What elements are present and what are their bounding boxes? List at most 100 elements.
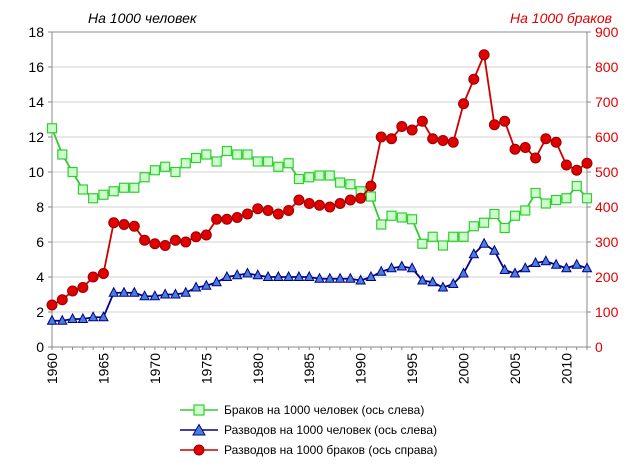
- data-point-square: [448, 231, 459, 242]
- left-tick-label: 14: [28, 94, 44, 110]
- right-axis-unit-label: На 1000 браков: [510, 10, 612, 26]
- data-point-square: [108, 186, 119, 197]
- data-point-triangle: [262, 270, 274, 281]
- data-point-square: [201, 149, 212, 160]
- data-point-circle: [488, 119, 500, 131]
- data-point-circle: [118, 219, 130, 230]
- data-point-square: [386, 210, 397, 221]
- data-point-circle: [190, 231, 202, 243]
- data-point-circle: [540, 133, 552, 145]
- right-tick-label: 400: [595, 199, 619, 215]
- data-point-circle: [334, 198, 346, 209]
- right-tick-label: 100: [595, 304, 619, 320]
- data-point-triangle: [365, 270, 377, 281]
- data-point-triangle: [396, 260, 408, 271]
- left-axis-unit-label: На 1000 человек: [88, 10, 197, 26]
- legend-item-divorces-per-people: Разводов на 1000 человек (ось слева): [178, 420, 468, 440]
- x-tick-label: 1980: [250, 353, 266, 384]
- data-point-circle: [169, 234, 181, 246]
- data-point-triangle: [314, 272, 325, 283]
- series-3: [46, 49, 593, 311]
- data-point-circle: [149, 238, 161, 250]
- legend: Браков на 1000 человек (ось слева) Разво…: [178, 400, 468, 460]
- data-point-square: [314, 170, 325, 181]
- data-point-triangle: [67, 312, 78, 323]
- left-tick-label: 16: [28, 59, 44, 75]
- series-layer: [46, 49, 593, 325]
- data-point-square: [242, 149, 253, 160]
- data-point-triangle: [200, 279, 212, 290]
- x-tick-label: 1985: [301, 353, 317, 384]
- data-point-circle: [571, 164, 583, 176]
- data-point-triangle: [56, 314, 68, 325]
- data-point-circle: [241, 208, 253, 220]
- data-point-square: [376, 219, 387, 230]
- data-point-circle: [303, 198, 315, 209]
- data-point-square: [489, 208, 500, 220]
- data-point-square: [139, 172, 150, 183]
- right-tick-label: 200: [595, 269, 619, 285]
- data-point-circle: [581, 157, 593, 169]
- data-point-circle: [396, 121, 408, 132]
- data-point-circle: [108, 217, 120, 229]
- data-point-circle: [324, 201, 336, 213]
- data-point-triangle: [468, 248, 480, 259]
- right-tick-label: 300: [595, 234, 619, 250]
- data-point-square: [551, 194, 562, 206]
- data-point-circle: [283, 205, 295, 216]
- data-point-square: [561, 193, 572, 204]
- data-point-circle: [519, 142, 531, 153]
- data-point-circle: [139, 234, 151, 246]
- data-point-square: [406, 214, 418, 225]
- data-point-square: [365, 191, 377, 202]
- data-point-triangle: [478, 237, 490, 248]
- data-point-triangle: [499, 263, 511, 274]
- left-tick-label: 10: [28, 164, 44, 180]
- data-point-square: [88, 193, 99, 204]
- data-point-square: [67, 166, 78, 178]
- data-point-square: [149, 165, 160, 176]
- data-point-circle: [159, 240, 171, 251]
- left-tick-label: 12: [28, 129, 44, 145]
- right-tick-label: 700: [595, 94, 619, 110]
- data-point-square: [417, 238, 428, 249]
- data-point-triangle: [427, 276, 439, 287]
- data-point-triangle: [149, 290, 161, 301]
- series-1: [46, 123, 593, 251]
- data-point-circle: [77, 282, 89, 293]
- data-point-triangle: [273, 270, 284, 281]
- data-point-triangle: [159, 288, 171, 299]
- data-point-circle: [468, 73, 480, 85]
- data-point-circle: [231, 212, 243, 223]
- data-point-circle: [262, 205, 274, 216]
- data-point-square: [57, 149, 68, 160]
- data-point-circle: [530, 152, 542, 164]
- data-point-triangle: [46, 314, 58, 325]
- legend-label: Браков на 1000 человек (ось слева): [224, 403, 425, 417]
- data-point-triangle: [550, 258, 562, 269]
- data-point-circle: [46, 299, 58, 311]
- x-tick-label: 1995: [404, 353, 420, 384]
- x-tick-label: 1975: [198, 353, 214, 384]
- data-point-square: [283, 158, 294, 169]
- data-point-triangle: [540, 255, 552, 266]
- data-point-square: [273, 161, 284, 172]
- data-point-circle: [272, 208, 284, 220]
- x-tick-label: 2005: [507, 353, 523, 384]
- data-point-triangle: [571, 258, 583, 269]
- data-point-triangle: [190, 281, 202, 292]
- data-point-circle: [211, 213, 223, 225]
- legend-label: Разводов на 1000 браков (ось справа): [224, 443, 438, 457]
- data-point-circle: [221, 213, 233, 225]
- data-point-square: [211, 156, 222, 167]
- data-point-circle: [128, 220, 140, 232]
- right-y-axis: 0 100 200 300 400 500 600 700 800 900: [587, 24, 619, 355]
- data-point-triangle: [128, 286, 140, 297]
- data-point-triangle: [293, 270, 305, 281]
- data-point-circle: [458, 98, 470, 110]
- data-point-triangle: [386, 262, 397, 273]
- data-point-square: [499, 222, 510, 234]
- data-point-square: [571, 180, 582, 192]
- data-point-circle: [252, 203, 264, 215]
